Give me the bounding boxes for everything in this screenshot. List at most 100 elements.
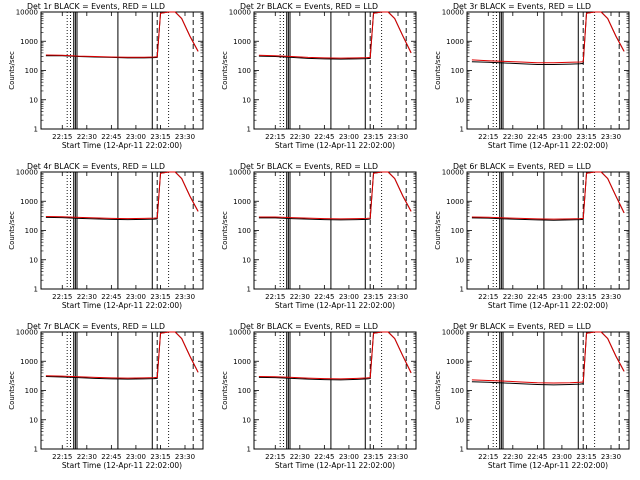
x-tick-label: 23:15 bbox=[576, 453, 596, 461]
y-tick-label: 100 bbox=[25, 227, 38, 235]
y-axis-label: Counts/sec bbox=[221, 371, 229, 410]
plot-frame bbox=[466, 331, 630, 450]
x-tick-label: 22:15 bbox=[52, 293, 72, 301]
y-tick-label: 10000 bbox=[229, 329, 251, 337]
y-tick-label: 1000 bbox=[233, 38, 251, 46]
x-tick-label: 23:00 bbox=[552, 453, 572, 461]
x-tick-label: 22:15 bbox=[478, 133, 498, 141]
y-tick-label: 10000 bbox=[442, 9, 464, 17]
series-lld-line bbox=[471, 11, 625, 64]
chart-title: Det 1r BLACK = Events, RED = LLD bbox=[27, 2, 165, 11]
y-tick-label: 1 bbox=[247, 126, 251, 134]
y-tick-label: 1 bbox=[460, 286, 464, 294]
chart-title: Det 5r BLACK = Events, RED = LLD bbox=[240, 162, 378, 171]
x-axis-label: Start Time (12-Apr-11 22:02:00) bbox=[488, 301, 608, 310]
y-tick-label: 100 bbox=[451, 387, 464, 395]
y-axis-label: Counts/sec bbox=[434, 211, 442, 250]
y-tick-label: 1000 bbox=[233, 198, 251, 206]
x-tick-label: 22:15 bbox=[265, 133, 285, 141]
x-tick-label: 22:45 bbox=[527, 453, 547, 461]
y-tick-label: 10000 bbox=[16, 9, 38, 17]
y-tick-label: 10 bbox=[29, 416, 38, 424]
x-tick-label: 22:30 bbox=[77, 293, 97, 301]
x-tick-label: 23:00 bbox=[339, 453, 359, 461]
y-tick-label: 1 bbox=[34, 446, 38, 454]
detector-chart-5: Det 5r BLACK = Events, RED = LLD 1 10 100 10… bbox=[221, 162, 417, 310]
chart-title: Det 7r BLACK = Events, RED = LLD bbox=[27, 322, 165, 331]
chart-title: Det 6r BLACK = Events, RED = LLD bbox=[453, 162, 591, 171]
x-tick-label: 22:45 bbox=[101, 293, 121, 301]
y-tick-label: 1000 bbox=[446, 358, 464, 366]
y-tick-label: 10000 bbox=[442, 329, 464, 337]
x-tick-label: 23:15 bbox=[150, 133, 170, 141]
y-axis-label: Counts/sec bbox=[221, 51, 229, 90]
x-tick-label: 23:30 bbox=[175, 453, 195, 461]
y-axis-label: Counts/sec bbox=[221, 211, 229, 250]
series-lld-line bbox=[45, 331, 199, 379]
x-tick-label: 23:15 bbox=[363, 133, 383, 141]
y-tick-label: 10000 bbox=[16, 169, 38, 177]
series-lld-line bbox=[45, 171, 199, 220]
x-tick-label: 23:00 bbox=[126, 133, 146, 141]
x-tick-label: 23:30 bbox=[388, 133, 408, 141]
x-tick-label: 23:30 bbox=[175, 133, 195, 141]
x-tick-label: 22:30 bbox=[77, 453, 97, 461]
series-lld-line bbox=[258, 331, 412, 380]
y-tick-label: 1 bbox=[247, 286, 251, 294]
y-tick-label: 10 bbox=[29, 96, 38, 104]
series-events-line bbox=[258, 331, 412, 381]
x-tick-label: 22:30 bbox=[290, 453, 310, 461]
y-tick-label: 1000 bbox=[446, 38, 464, 46]
plot-frame bbox=[253, 11, 417, 130]
y-tick-label: 1 bbox=[247, 446, 251, 454]
plot-frame bbox=[40, 11, 204, 130]
plot-frame bbox=[40, 331, 204, 450]
x-tick-label: 23:15 bbox=[150, 293, 170, 301]
x-tick-label: 23:00 bbox=[126, 293, 146, 301]
x-tick-label: 23:00 bbox=[552, 293, 572, 301]
y-tick-label: 10 bbox=[455, 256, 464, 264]
x-tick-label: 23:15 bbox=[363, 293, 383, 301]
chart-title: Det 9r BLACK = Events, RED = LLD bbox=[453, 322, 591, 331]
x-tick-label: 23:30 bbox=[601, 293, 621, 301]
series-events-line bbox=[258, 11, 412, 60]
y-tick-label: 100 bbox=[451, 227, 464, 235]
y-tick-label: 10 bbox=[455, 416, 464, 424]
x-tick-label: 23:30 bbox=[388, 293, 408, 301]
y-axis-label: Counts/sec bbox=[434, 371, 442, 410]
y-axis-label: Counts/sec bbox=[8, 371, 16, 410]
x-tick-label: 22:15 bbox=[52, 453, 72, 461]
x-tick-label: 23:30 bbox=[601, 453, 621, 461]
series-events-line bbox=[45, 11, 199, 59]
x-tick-label: 23:15 bbox=[150, 453, 170, 461]
y-tick-label: 100 bbox=[451, 67, 464, 75]
y-tick-label: 1000 bbox=[20, 198, 38, 206]
x-axis-label: Start Time (12-Apr-11 22:02:00) bbox=[62, 141, 182, 150]
y-tick-label: 10 bbox=[242, 256, 251, 264]
y-tick-label: 10000 bbox=[442, 169, 464, 177]
plot-frame bbox=[253, 331, 417, 450]
detector-chart-3: Det 3r BLACK = Events, RED = LLD 1 10 100 10… bbox=[434, 2, 630, 150]
detector-chart-7: Det 7r BLACK = Events, RED = LLD 1 10 100 10… bbox=[8, 322, 204, 470]
y-tick-label: 10000 bbox=[229, 169, 251, 177]
chart-title: Det 8r BLACK = Events, RED = LLD bbox=[240, 322, 378, 331]
y-tick-label: 1 bbox=[460, 126, 464, 134]
x-axis-label: Start Time (12-Apr-11 22:02:00) bbox=[488, 141, 608, 150]
series-events-line bbox=[258, 171, 412, 221]
y-axis-label: Counts/sec bbox=[8, 51, 16, 90]
x-tick-label: 23:15 bbox=[576, 293, 596, 301]
x-tick-label: 23:00 bbox=[339, 293, 359, 301]
y-tick-label: 1 bbox=[460, 446, 464, 454]
x-tick-label: 22:30 bbox=[503, 133, 523, 141]
detector-chart-6: Det 6r BLACK = Events, RED = LLD 1 10 100 10… bbox=[434, 162, 630, 310]
x-tick-label: 22:30 bbox=[290, 293, 310, 301]
plot-frame bbox=[253, 171, 417, 290]
x-tick-label: 22:15 bbox=[265, 293, 285, 301]
series-events-line bbox=[45, 171, 199, 221]
y-tick-label: 100 bbox=[238, 227, 251, 235]
chart-title: Det 4r BLACK = Events, RED = LLD bbox=[27, 162, 165, 171]
x-tick-label: 22:45 bbox=[314, 453, 334, 461]
y-tick-label: 10000 bbox=[16, 329, 38, 337]
x-tick-label: 22:30 bbox=[503, 453, 523, 461]
